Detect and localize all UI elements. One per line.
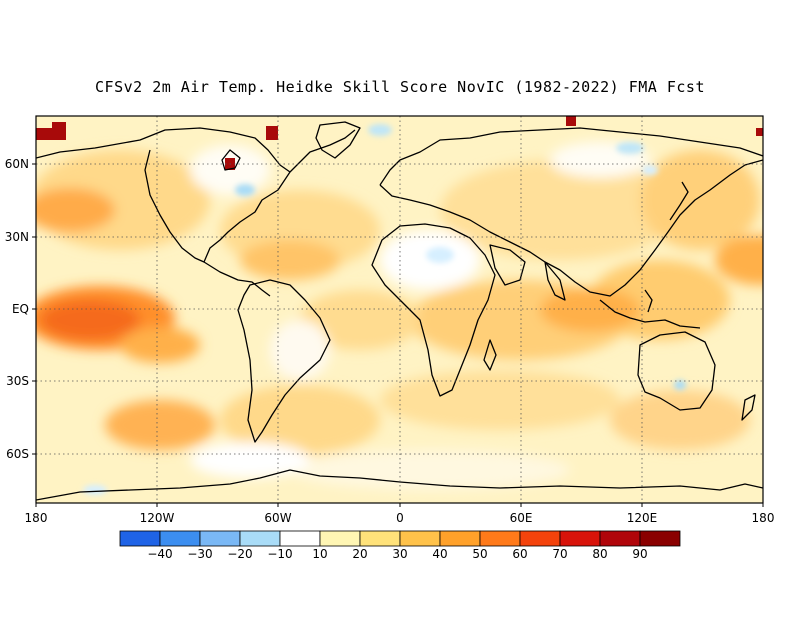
colorbar-swatch [359, 530, 401, 547]
lat-tick-60s: 60S [6, 447, 29, 461]
colorbar-label: −40 [147, 547, 172, 561]
colorbar: −40 −30 −20 −10 10 20 30 40 50 60 70 80 90 [119, 530, 681, 561]
lon-tick-120w: 120W [140, 511, 175, 525]
colorbar-label: −10 [267, 547, 292, 561]
shaded-field [36, 116, 763, 503]
colorbar-label: 90 [632, 547, 647, 561]
colorbar-swatch [279, 530, 321, 547]
colorbar-swatch [399, 530, 441, 547]
lon-tick-60e: 60E [510, 511, 533, 525]
lon-tick-60w: 60W [264, 511, 291, 525]
lon-tick-0: 0 [396, 511, 404, 525]
colorbar-swatch [599, 530, 641, 547]
colorbar-label: 70 [552, 547, 567, 561]
lon-tick-180e: 180 [752, 511, 775, 525]
lat-tick-eq: EQ [12, 302, 29, 316]
map-title: CFSv2 2m Air Temp. Heidke Skill Score No… [95, 78, 705, 96]
colorbar-label: −30 [187, 547, 212, 561]
lon-tick-180w: 180 [25, 511, 48, 525]
colorbar-swatch [639, 530, 681, 547]
colorbar-swatch [559, 530, 601, 547]
colorbar-label: 20 [352, 547, 367, 561]
colorbar-label: 40 [432, 547, 447, 561]
lat-tick-30n: 30N [5, 230, 29, 244]
colorbar-swatch [319, 530, 361, 547]
colorbar-swatch [159, 530, 201, 547]
colorbar-label: 60 [512, 547, 527, 561]
map-gridlines [36, 116, 763, 503]
lat-tick-30s: 30S [6, 374, 29, 388]
colorbar-label: −20 [227, 547, 252, 561]
colorbar-label: 30 [392, 547, 407, 561]
colorbar-swatch [199, 530, 241, 547]
colorbar-swatch [519, 530, 561, 547]
colorbar-swatch [119, 530, 161, 547]
coastlines [36, 121, 763, 501]
colorbar-label: 10 [312, 547, 327, 561]
colorbar-label: 50 [472, 547, 487, 561]
colorbar-swatch [239, 530, 281, 547]
colorbar-label: 80 [592, 547, 607, 561]
lon-tick-120e: 120E [627, 511, 658, 525]
colorbar-swatch [479, 530, 521, 547]
lat-tick-60n: 60N [5, 157, 29, 171]
colorbar-swatch [439, 530, 481, 547]
